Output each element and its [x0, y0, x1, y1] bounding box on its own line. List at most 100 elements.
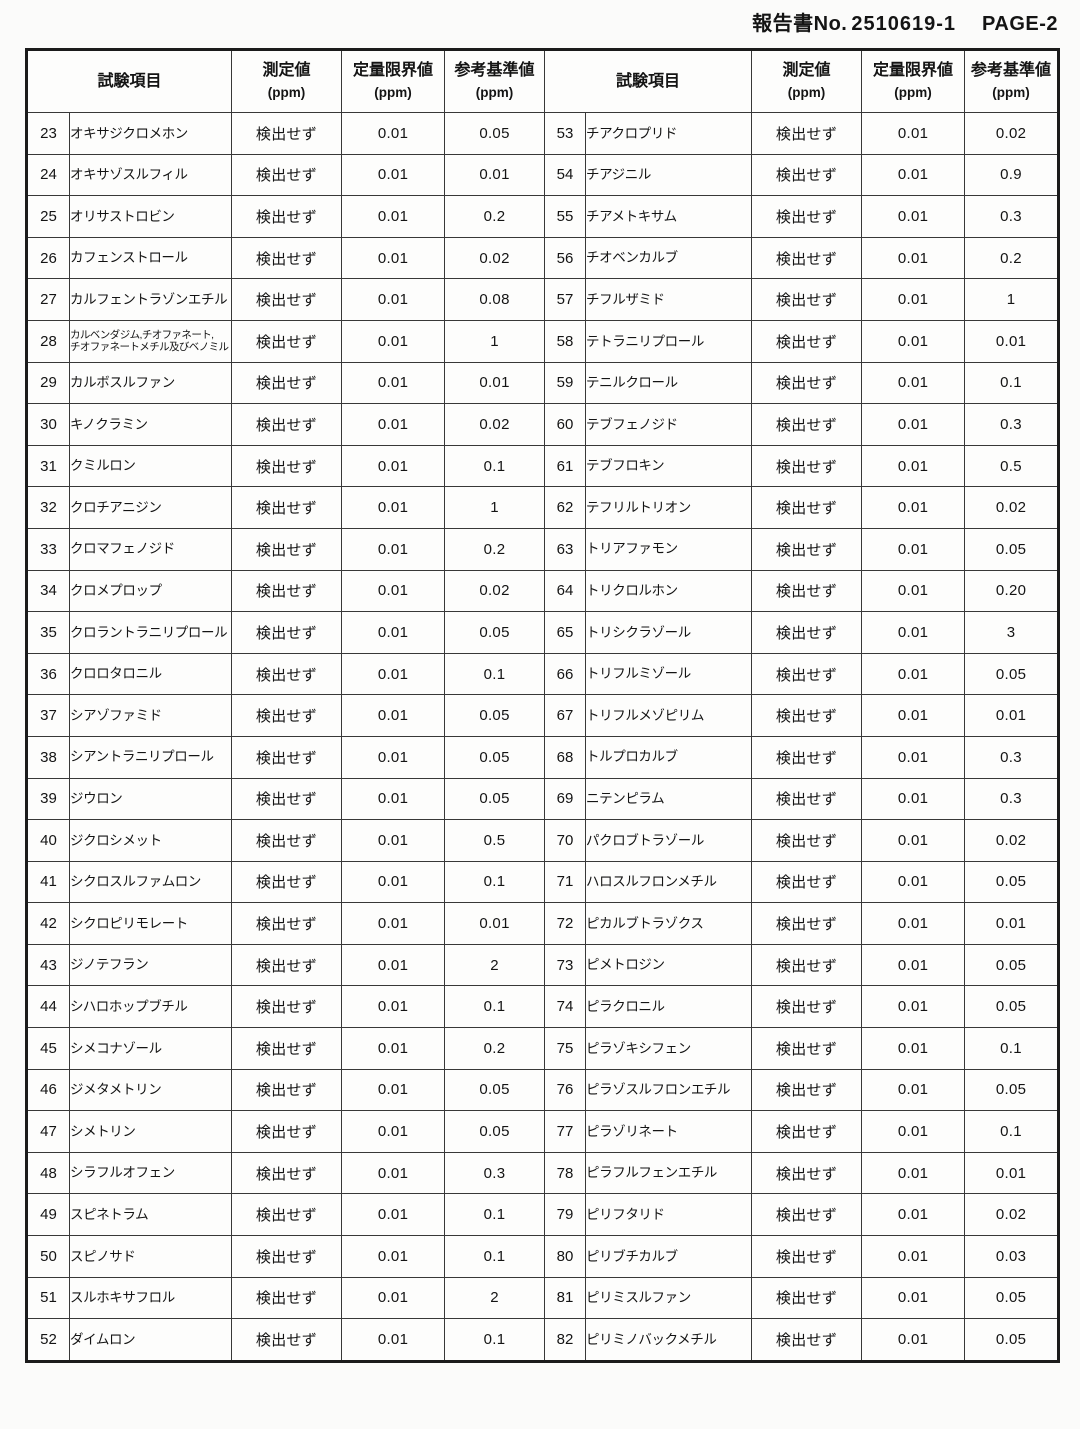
page-number: PAGE-2 [982, 13, 1058, 35]
quantitation-limit-value: 0.01 [341, 1276, 446, 1320]
reference-standard-value: 0.02 [444, 236, 546, 280]
measured-value: 検出せず [751, 735, 863, 779]
row-number: 36 [26, 652, 70, 696]
test-item-name: トリアファモン [585, 527, 753, 571]
test-item-name: シアントラニリプロール [68, 735, 233, 779]
test-item-name: オキサゾスルフィル [68, 153, 233, 197]
quantitation-limit-value: 0.01 [861, 1276, 966, 1320]
table-row: 30 キノクラミン 検出せず 0.01 0.02 60 テブフェノジド 検出せず 0.01 0.3 [26, 403, 1060, 446]
quantitation-limit-value: 0.01 [341, 278, 446, 321]
row-number: 35 [26, 611, 70, 654]
table-row: 31 クミルロン 検出せず 0.01 0.1 61 テブフロキン 検出せず 0.01 0.5 [26, 444, 1060, 488]
reference-standard-value: 0.05 [444, 777, 546, 821]
test-item-name: テブフェノジド [585, 403, 753, 446]
row-number: 55 [544, 195, 587, 238]
row-number: 23 [26, 112, 70, 155]
table-row: 27 カルフェントラゾンエチル 検出せず 0.01 0.08 57 チフルザミド 検出せず 0.… [26, 278, 1060, 321]
quantitation-limit-value: 0.01 [861, 403, 966, 446]
col-header-unit: (ppm) [374, 85, 412, 101]
quantitation-limit-value: 0.01 [861, 611, 966, 654]
quantitation-limit-value: 0.01 [861, 1151, 966, 1195]
measured-value: 検出せず [231, 652, 343, 696]
test-item-name: チアジニル [585, 153, 753, 197]
test-item-name: クロロタロニル [68, 652, 233, 696]
quantitation-limit-value: 0.01 [861, 985, 966, 1029]
table-row: 23 オキサジクロメホン 検出せず 0.01 0.05 53 チアクロプリド 検出せず 0.01… [26, 112, 1060, 155]
reference-standard-value: 0.05 [964, 527, 1060, 571]
measured-value: 検出せず [751, 860, 863, 904]
measured-value: 検出せず [231, 403, 343, 446]
quantitation-limit-value: 0.01 [861, 652, 966, 696]
row-number: 42 [26, 902, 70, 945]
test-item-name: シメトリン [68, 1110, 233, 1153]
quantitation-limit-value: 0.01 [341, 236, 446, 280]
test-item-name: ピリフタリド [585, 1193, 753, 1237]
measured-value: 検出せず [231, 1110, 343, 1153]
row-number: 65 [544, 611, 587, 654]
reference-standard-value: 1 [444, 319, 546, 363]
reference-standard-value: 0.9 [964, 153, 1060, 197]
reference-standard-value: 0.05 [444, 1068, 546, 1112]
quantitation-limit-value: 0.01 [861, 860, 966, 904]
test-item-name: チフルザミド [585, 278, 753, 321]
row-number: 56 [544, 236, 587, 280]
measured-value: 検出せず [231, 153, 343, 197]
table-row: 49 スピネトラム 検出せず 0.01 0.1 79 ピリフタリド 検出せず 0.01 0.02 [26, 1193, 1060, 1237]
quantitation-limit-value: 0.01 [861, 902, 966, 945]
measured-value: 検出せず [231, 486, 343, 529]
row-number: 53 [544, 112, 587, 155]
table-row: 28 カルベンダジム,チオファネート, チオファネートメチル及びベノミル 検出せず 0… [26, 319, 1060, 363]
quantitation-limit-value: 0.01 [341, 486, 446, 529]
quantitation-limit-value: 0.01 [341, 112, 446, 155]
row-number: 38 [26, 735, 70, 779]
measured-value: 検出せず [231, 943, 343, 987]
test-item-name: ピラクロニル [585, 985, 753, 1029]
row-number: 62 [544, 486, 587, 529]
quantitation-limit-value: 0.01 [861, 1235, 966, 1278]
test-item-name: トリフルメゾピリム [585, 694, 753, 737]
measured-value: 検出せず [231, 1193, 343, 1237]
row-number: 40 [26, 819, 70, 862]
reference-standard-value: 0.3 [444, 1151, 546, 1195]
row-number: 78 [544, 1151, 587, 1195]
reference-standard-value: 0.05 [964, 652, 1060, 696]
quantitation-limit-value: 0.01 [861, 819, 966, 862]
reference-standard-value: 0.05 [964, 985, 1060, 1029]
quantitation-limit-value: 0.01 [341, 1235, 446, 1278]
test-item-name: カルフェントラゾンエチル [68, 278, 233, 321]
reference-standard-value: 0.01 [964, 1151, 1060, 1195]
measured-value: 検出せず [231, 1318, 343, 1362]
row-number: 70 [544, 819, 587, 862]
col-header-unit: (ppm) [267, 85, 306, 101]
test-item-name: オキサジクロメホン [68, 112, 233, 155]
measured-value: 検出せず [751, 112, 863, 155]
quantitation-limit-value: 0.01 [861, 195, 966, 238]
col-header-measured-right: 測定値 (ppm) [751, 49, 863, 113]
table-row: 26 カフェンストロール 検出せず 0.01 0.02 56 チオベンカルブ 検出せず 0.01… [26, 236, 1060, 280]
reference-standard-value: 0.1 [444, 1235, 546, 1278]
reference-standard-value: 0.1 [964, 1027, 1060, 1070]
row-number: 75 [544, 1027, 587, 1070]
row-number: 76 [544, 1068, 587, 1112]
reference-standard-value: 0.01 [964, 319, 1060, 363]
test-item-name: スピネトラム [68, 1193, 233, 1237]
measured-value: 検出せず [751, 486, 863, 529]
measured-value: 検出せず [751, 985, 863, 1029]
test-item-name: トルプロカルブ [585, 735, 753, 779]
reference-standard-value: 0.03 [964, 1235, 1060, 1278]
reference-standard-value: 0.05 [964, 860, 1060, 904]
test-item-name: キノクラミン [68, 403, 233, 446]
table-row: 35 クロラントラニリプロール 検出せず 0.01 0.05 65 トリシクラゾール 検出せず… [26, 611, 1060, 654]
measured-value: 検出せず [231, 985, 343, 1029]
quantitation-limit-value: 0.01 [341, 1027, 446, 1070]
reference-standard-value: 0.1 [444, 860, 546, 904]
col-header-unit: (ppm) [475, 85, 514, 101]
row-number: 50 [26, 1235, 70, 1278]
measured-value: 検出せず [751, 361, 863, 405]
reference-standard-value: 0.5 [964, 444, 1060, 488]
quantitation-limit-value: 0.01 [861, 236, 966, 280]
quantitation-limit-value: 0.01 [861, 361, 966, 405]
table-row: 44 シハロホップブチル 検出せず 0.01 0.1 74 ピラクロニル 検出せず 0.01 0.… [26, 985, 1060, 1029]
test-item-name: ピリミノバックメチル [585, 1318, 753, 1362]
row-number: 81 [544, 1276, 587, 1320]
